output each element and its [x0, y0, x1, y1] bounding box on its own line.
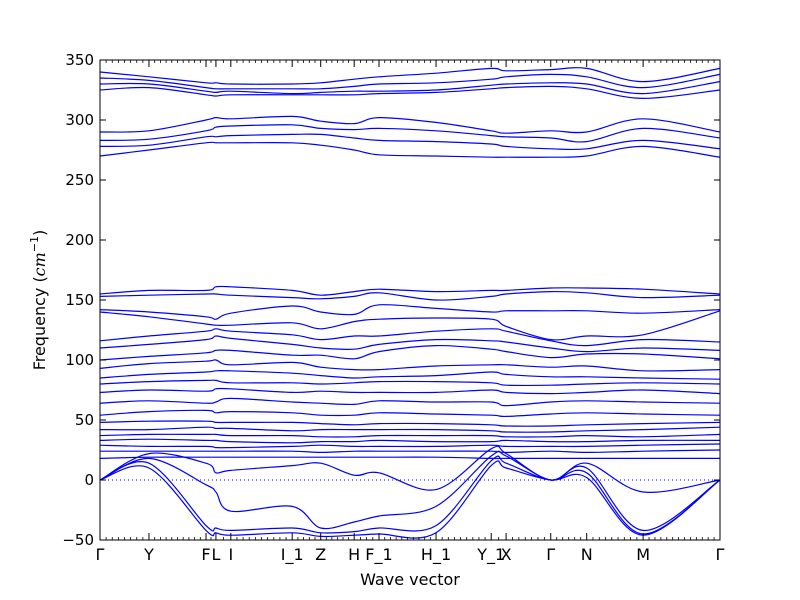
y-axis-label-exponent: −1 — [28, 236, 41, 252]
band-line-25 — [99, 438, 721, 444]
band-line-8 — [99, 141, 721, 158]
band-line-27 — [100, 449, 721, 454]
band-line-21 — [99, 409, 721, 418]
band-line-16 — [99, 359, 721, 372]
tick-label-layer: −50 0 50 100 150 200 250 300 350 Γ Y F L I I_1 Z H F_1 H_1… — [62, 51, 724, 565]
x-tick-label: Z — [315, 545, 326, 564]
x-tick-label: Γ — [716, 545, 725, 564]
y-tick-label: −50 — [62, 531, 94, 549]
band-line-31 — [99, 455, 721, 535]
plot-area — [99, 67, 721, 539]
band-line-30 — [99, 450, 721, 532]
band-line-29 — [99, 445, 721, 493]
band-line-12 — [99, 310, 721, 341]
band-line-13 — [99, 328, 721, 347]
band-line-5 — [99, 115, 721, 134]
y-tick-label: 350 — [65, 51, 94, 69]
y-axis-label: Frequency (cm−1) — [28, 230, 49, 371]
x-tick-label: X — [501, 545, 512, 564]
x-tick-label: I — [228, 545, 233, 564]
band-line-17 — [99, 369, 721, 380]
y-axis-label-close: ) — [30, 230, 49, 236]
band-line-11 — [99, 304, 721, 320]
plot-frame — [99, 59, 721, 541]
band-line-23 — [99, 426, 721, 433]
x-tick-label: H_1 — [421, 545, 451, 565]
band-line-15 — [99, 344, 721, 361]
y-tick-label: 250 — [65, 171, 94, 189]
x-axis-label: Wave vector — [360, 570, 460, 589]
band-line-1 — [99, 67, 721, 85]
y-tick-label: 50 — [75, 411, 94, 429]
x-tick-label: Y_1 — [476, 545, 505, 565]
band-line-10 — [99, 290, 721, 301]
band-line-14 — [99, 335, 721, 353]
band-line-26 — [99, 443, 721, 449]
band-line-32 — [99, 460, 721, 539]
x-tick-label: L — [211, 545, 220, 564]
band-line-28 — [99, 456, 720, 460]
band-line-4 — [99, 85, 721, 100]
band-line-18 — [99, 379, 721, 387]
x-tick-label: N — [581, 545, 593, 564]
y-tick-label: 100 — [65, 351, 94, 369]
y-tick-label: 300 — [65, 111, 94, 129]
y-tick-label: 0 — [84, 471, 94, 489]
band-line-20 — [99, 397, 721, 407]
y-axis-label-unit: cm — [30, 252, 49, 276]
x-tick-label: I_1 — [281, 545, 304, 565]
band-line-9 — [99, 285, 721, 296]
band-line-6 — [99, 124, 721, 143]
y-tick-label: 200 — [65, 231, 94, 249]
band-line-24 — [99, 433, 721, 438]
band-line-7 — [99, 133, 721, 151]
x-tick-label: Γ — [96, 545, 105, 564]
tick-layer — [99, 59, 721, 541]
y-axis-label-main: Frequency ( — [30, 276, 49, 370]
x-tick-label: F — [201, 545, 210, 564]
band-line-2 — [99, 73, 721, 90]
x-tick-label: Y — [143, 545, 154, 564]
x-tick-label: F_1 — [365, 545, 392, 565]
x-tick-label: Γ — [546, 545, 555, 564]
band-line-22 — [99, 420, 721, 427]
band-line-19 — [99, 387, 721, 395]
x-tick-label: H — [348, 545, 360, 564]
y-tick-label: 150 — [65, 291, 94, 309]
x-tick-label: M — [636, 545, 650, 564]
band-line-3 — [99, 81, 721, 95]
